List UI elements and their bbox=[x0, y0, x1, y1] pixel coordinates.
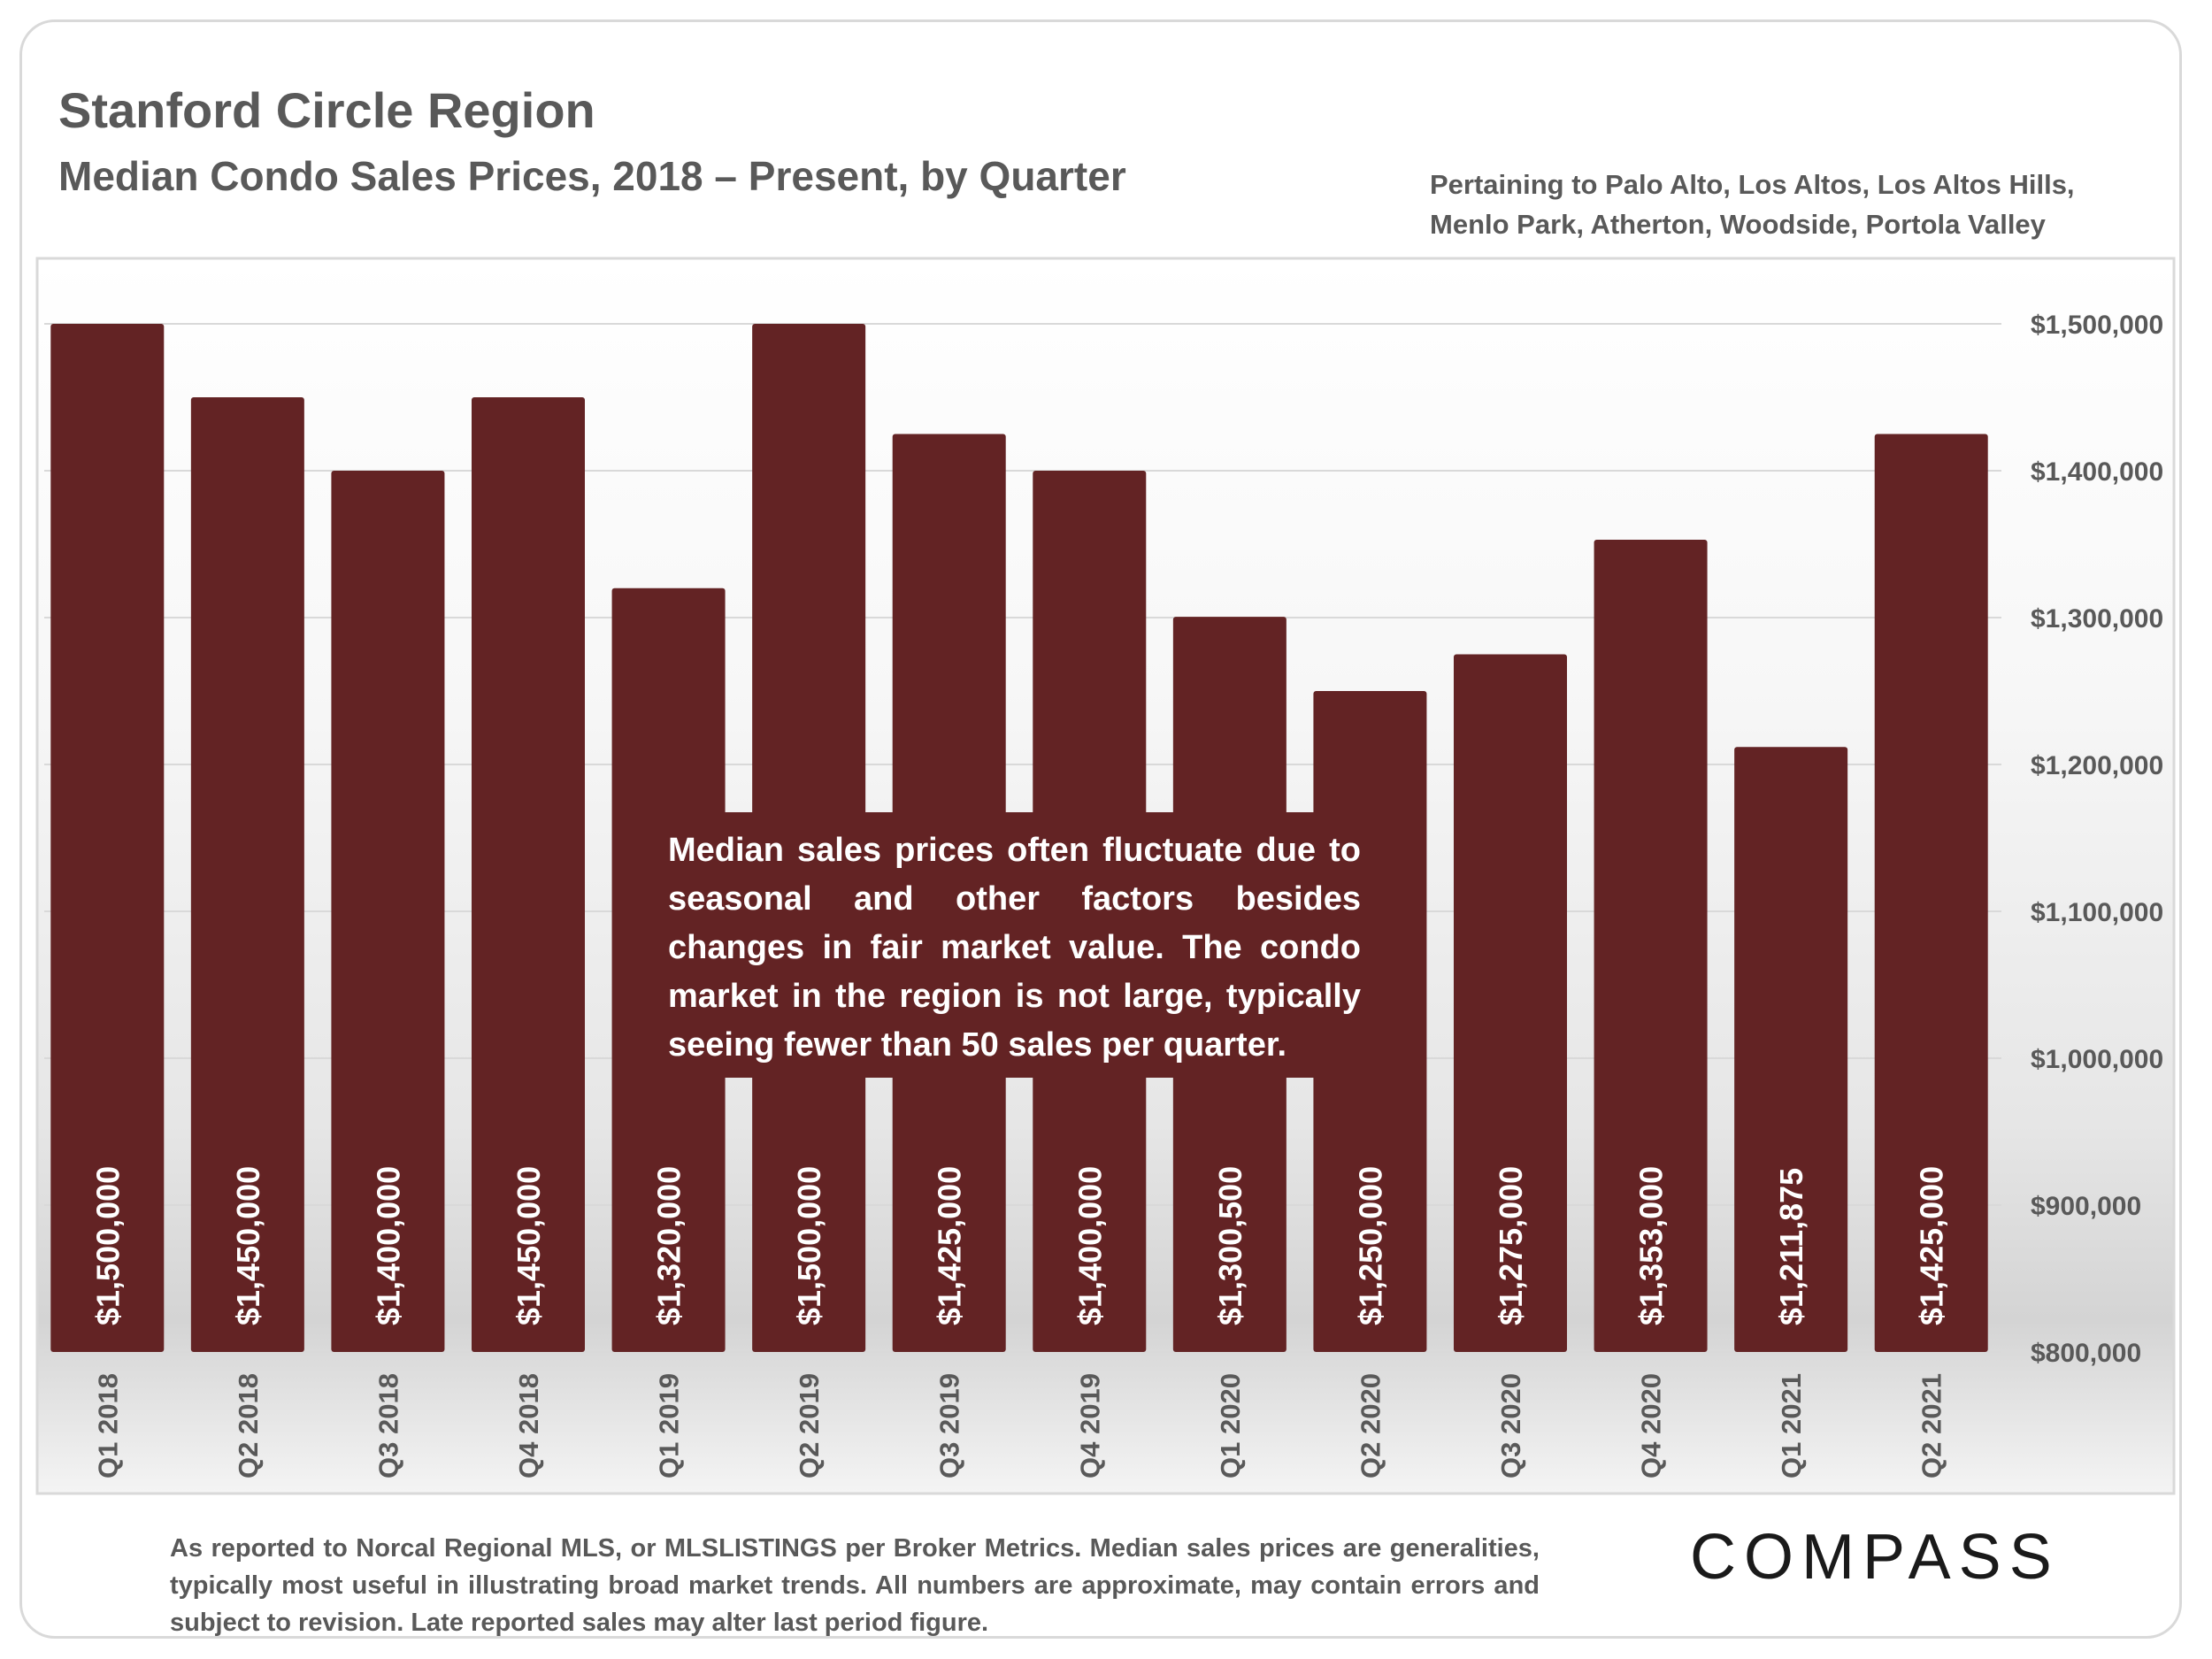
bar bbox=[331, 471, 445, 1352]
bar-value-label: $1,320,000 bbox=[651, 1166, 687, 1325]
x-tick-label: Q3 2020 bbox=[1495, 1373, 1526, 1479]
bar bbox=[1454, 654, 1567, 1352]
compass-logo: COMPASS bbox=[1690, 1522, 2060, 1593]
bar-value-label: $1,500,000 bbox=[89, 1166, 126, 1325]
page-title: Stanford Circle Region bbox=[58, 82, 595, 138]
bar-value-label: $1,400,000 bbox=[370, 1166, 406, 1325]
x-tick-label: Q1 2018 bbox=[92, 1373, 123, 1479]
x-tick-label: Q1 2019 bbox=[654, 1373, 685, 1479]
bar bbox=[190, 397, 304, 1352]
x-tick-label: Q1 2020 bbox=[1215, 1373, 1246, 1479]
bar-value-label: $1,450,000 bbox=[230, 1166, 266, 1325]
y-tick-label: $1,300,000 bbox=[2031, 604, 2163, 634]
bar-value-label: $1,400,000 bbox=[1071, 1166, 1108, 1325]
bar-value-label: $1,500,000 bbox=[791, 1166, 827, 1325]
bar-value-label: $1,450,000 bbox=[511, 1166, 547, 1325]
x-tick-label: Q2 2021 bbox=[1916, 1373, 1947, 1479]
x-tick-label: Q4 2020 bbox=[1636, 1373, 1667, 1479]
x-tick-label: Q2 2020 bbox=[1355, 1373, 1386, 1479]
x-tick-label: Q2 2018 bbox=[233, 1373, 264, 1479]
bar-value-label: $1,353,000 bbox=[1633, 1166, 1670, 1325]
bar bbox=[1734, 747, 1848, 1352]
bar-value-label: $1,425,000 bbox=[1914, 1166, 1950, 1325]
y-tick-label: $1,500,000 bbox=[2031, 311, 2163, 340]
bar bbox=[1594, 540, 1708, 1352]
x-tick-label: Q3 2019 bbox=[934, 1373, 965, 1479]
x-tick-label: Q1 2021 bbox=[1776, 1373, 1807, 1479]
bar-value-label: $1,211,875 bbox=[1773, 1168, 1809, 1325]
y-tick-label: $1,200,000 bbox=[2031, 751, 2163, 780]
annotation-box: Median sales prices often fluctuate due … bbox=[649, 812, 1387, 1078]
region-note: Pertaining to Palo Alto, Los Altos, Los … bbox=[1430, 169, 2075, 240]
y-tick-label: $1,000,000 bbox=[2031, 1045, 2163, 1074]
y-tick-label: $1,400,000 bbox=[2031, 457, 2163, 487]
bar-value-label: $1,250,000 bbox=[1352, 1166, 1388, 1325]
bar-value-label: $1,300,500 bbox=[1212, 1166, 1248, 1325]
y-tick-label: $800,000 bbox=[2031, 1339, 2141, 1368]
y-tick-label: $1,100,000 bbox=[2031, 898, 2163, 927]
bar-value-label: $1,425,000 bbox=[932, 1166, 968, 1325]
x-tick-label: Q4 2019 bbox=[1074, 1373, 1105, 1479]
source-footnote: As reported to Norcal Regional MLS, or M… bbox=[170, 1534, 1540, 1637]
bar bbox=[50, 324, 165, 1352]
bar bbox=[1874, 434, 1988, 1352]
x-axis: Q1 2018 Q2 2018 Q3 2018 Q4 2018 Q1 2019 Q2 20… bbox=[92, 1373, 1947, 1479]
x-tick-label: Q2 2019 bbox=[794, 1373, 825, 1479]
x-tick-label: Q4 2018 bbox=[513, 1373, 544, 1479]
x-tick-label: Q3 2018 bbox=[373, 1373, 403, 1479]
bar bbox=[472, 397, 585, 1352]
y-axis: $800,000 $900,000 $1,000,000 $1,100,000 $1,2… bbox=[2031, 311, 2163, 1368]
chart-subtitle: Median Condo Sales Prices, 2018 – Presen… bbox=[58, 153, 1126, 199]
y-tick-label: $900,000 bbox=[2031, 1192, 2141, 1221]
bar-value-label: $1,275,000 bbox=[1493, 1166, 1529, 1325]
